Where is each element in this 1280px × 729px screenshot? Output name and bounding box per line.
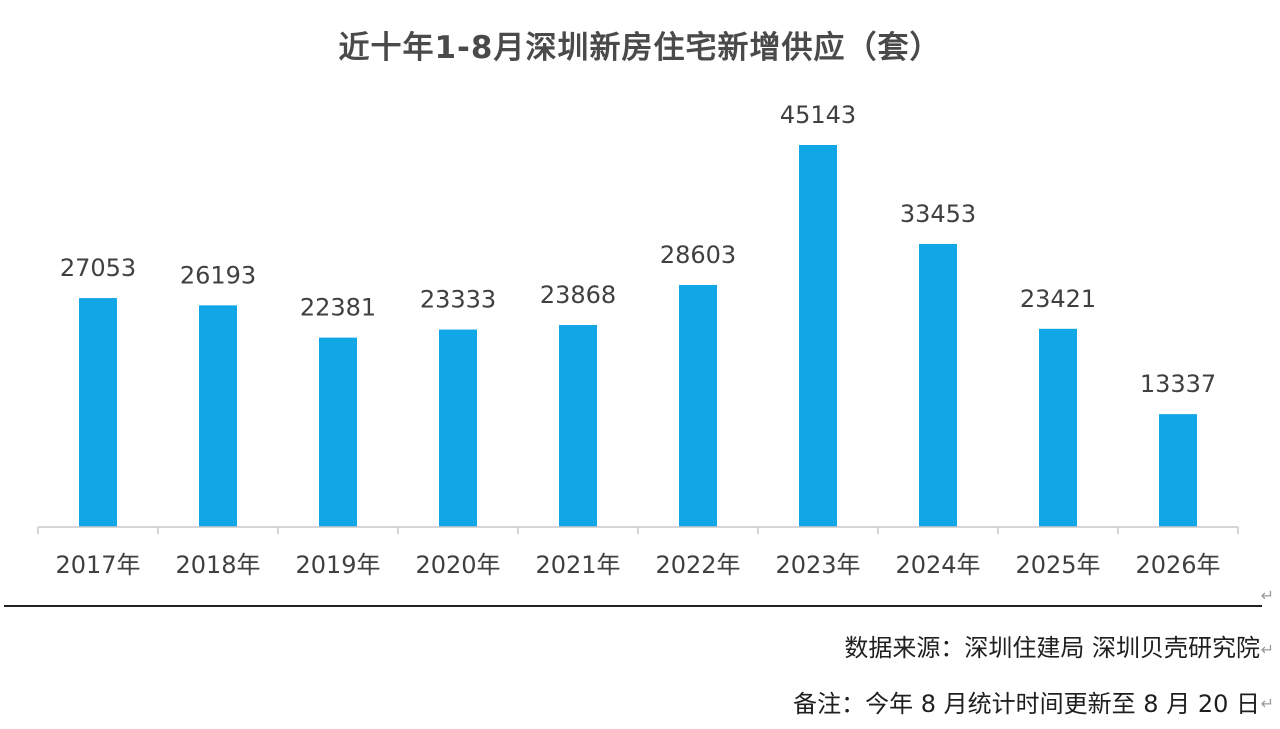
remark-note: 备注：今年 8 月统计时间更新至 8 月 20 日 [793, 690, 1260, 718]
bar-2024年 [919, 243, 957, 527]
bar-2023年 [799, 145, 837, 527]
bar-2022年 [679, 284, 717, 527]
bar-2021年 [559, 325, 597, 527]
x-tick-label: 2021年 [535, 551, 620, 579]
divider-line [4, 605, 1262, 607]
x-tick-label: 2022年 [655, 551, 740, 579]
x-tick-label: 2024年 [895, 551, 980, 579]
x-tick-label: 2020年 [415, 551, 500, 579]
chart-title: 近十年1-8月深圳新房住宅新增供应（套） [338, 30, 942, 66]
data-label: 33453 [900, 200, 976, 228]
bar-2018年 [199, 305, 237, 527]
data-label: 27053 [60, 254, 136, 282]
data-label: 23421 [1020, 285, 1096, 313]
data-label: 23868 [540, 281, 616, 309]
data-source-note: 数据来源：深圳住建局 深圳贝壳研究院 [844, 634, 1260, 662]
data-label: 22381 [300, 294, 376, 322]
x-tick-label: 2023年 [775, 551, 860, 579]
return-mark: ↵ [1260, 586, 1274, 605]
bar-chart: 27053 2017年 26193 2018年 22381 2019年 23333 2020年… [37, 101, 1239, 579]
bar-2019年 [319, 337, 357, 527]
return-mark: ↵ [1260, 640, 1274, 659]
x-tick-label: 2026年 [1135, 551, 1220, 579]
data-label: 13337 [1140, 370, 1216, 398]
x-tick-label: 2019年 [295, 551, 380, 579]
bar-2020年 [439, 329, 477, 527]
return-mark: ↵ [1260, 694, 1274, 713]
data-label: 45143 [780, 101, 856, 129]
data-label: 23333 [420, 286, 496, 314]
data-label: 28603 [660, 241, 736, 269]
x-tick-label: 2025年 [1015, 551, 1100, 579]
bar-2026年 [1159, 414, 1197, 527]
data-label: 26193 [180, 261, 256, 289]
x-tick-label: 2018年 [175, 551, 260, 579]
bar-2025年 [1039, 328, 1077, 527]
x-tick-label: 2017年 [55, 551, 140, 579]
bar-2017年 [79, 298, 117, 527]
